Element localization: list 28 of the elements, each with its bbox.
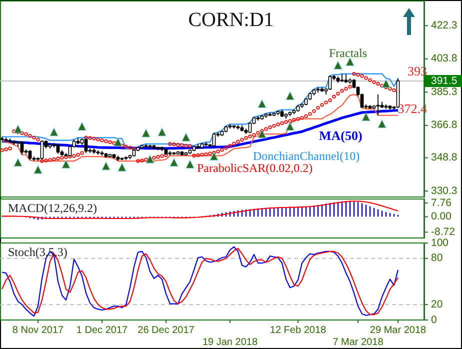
y-tick-label: 330.3 [431, 184, 458, 197]
y-tick-label: 0 [431, 314, 437, 326]
y-tick-label: 422.3 [431, 19, 458, 32]
x-tick-label: 8 Nov 2017 [12, 325, 64, 336]
ref-line-label: 391.5 [431, 74, 458, 87]
y-tick-label: 348.8 [431, 152, 458, 164]
y-tick-label: 20 [431, 298, 443, 310]
x-tick-label: 12 Feb 2018 [270, 325, 327, 336]
y-tick-label: 7.76 [431, 196, 452, 209]
chart-title: Stoch(3,5,3) [8, 245, 68, 259]
text: DonchianChannel(10) [253, 149, 360, 163]
x-tick-label: 26 Dec 2017 [138, 325, 195, 336]
y-tick-label: 80 [431, 252, 443, 264]
y-tick-label: 403.8 [431, 52, 458, 65]
text: ParabolicSAR(0.02,0.2) [197, 161, 313, 175]
series-label: MA(50) [319, 128, 362, 143]
x-tick-label: 29 Mar 2018 [370, 325, 427, 336]
y-tick-label: 0.00 [431, 210, 452, 223]
chart-title: MACD(12,26,9.2) [8, 201, 97, 215]
chart-title: CORN:D1 [188, 9, 274, 31]
series-label: Fractals [329, 46, 368, 60]
x-tick-label: 7 Mar 2018 [332, 337, 384, 348]
y-tick-label: 366.8 [431, 119, 458, 132]
x-tick-label: 1 Dec 2017 [76, 325, 128, 336]
x-tick-label: 19 Jan 2018 [202, 337, 258, 348]
y-tick-label: 100 [431, 236, 449, 249]
y-tick-label: -8.72 [431, 226, 456, 238]
y-tick-label: 385.3 [431, 86, 458, 98]
